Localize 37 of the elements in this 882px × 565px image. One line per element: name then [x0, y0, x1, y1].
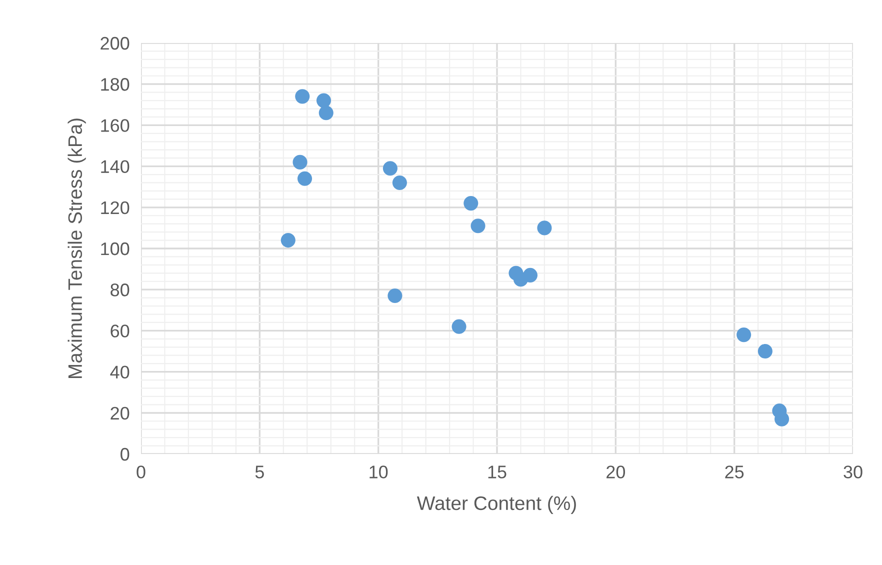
y-tick-label: 80: [110, 284, 130, 296]
point: [297, 171, 312, 186]
x-tick-label: 30: [844, 466, 862, 478]
point: [758, 344, 772, 359]
y-tick-label: 100: [101, 242, 130, 256]
point: [537, 220, 552, 236]
point: [736, 328, 752, 342]
y-axis-title: Maximum Tensile Stress (kPa): [68, 118, 86, 378]
point: [452, 319, 466, 334]
point: [388, 288, 402, 304]
x-tick-label: 5: [255, 466, 264, 478]
x-tick-label: 0: [136, 466, 146, 478]
y-tick-label: 60: [110, 324, 130, 338]
y-tick-label: 140: [101, 160, 130, 174]
point: [318, 106, 334, 120]
point: [316, 93, 332, 108]
y-tick-label: 40: [110, 366, 130, 379]
y-tick-label: 20: [110, 406, 130, 420]
x-tick-label: 10: [370, 466, 388, 478]
point: [470, 218, 486, 234]
x-axis-title: Water Content (%): [416, 496, 576, 514]
y-tick-label: 160: [101, 119, 130, 132]
point: [522, 268, 538, 282]
point: [464, 196, 478, 211]
point: [382, 161, 398, 176]
point: [292, 154, 308, 170]
point: [295, 89, 310, 104]
x-tick-label: 15: [488, 466, 506, 478]
point: [774, 412, 790, 426]
point: [392, 175, 407, 190]
point: [280, 232, 296, 248]
y-tick-label: 180: [101, 78, 130, 91]
x-tick-label: 20: [606, 466, 626, 478]
y-tick-label: 0: [120, 448, 130, 461]
y-tick-label: 120: [101, 201, 130, 214]
x-tick-label: 25: [725, 466, 744, 478]
y-tick-label: 200: [100, 36, 130, 50]
